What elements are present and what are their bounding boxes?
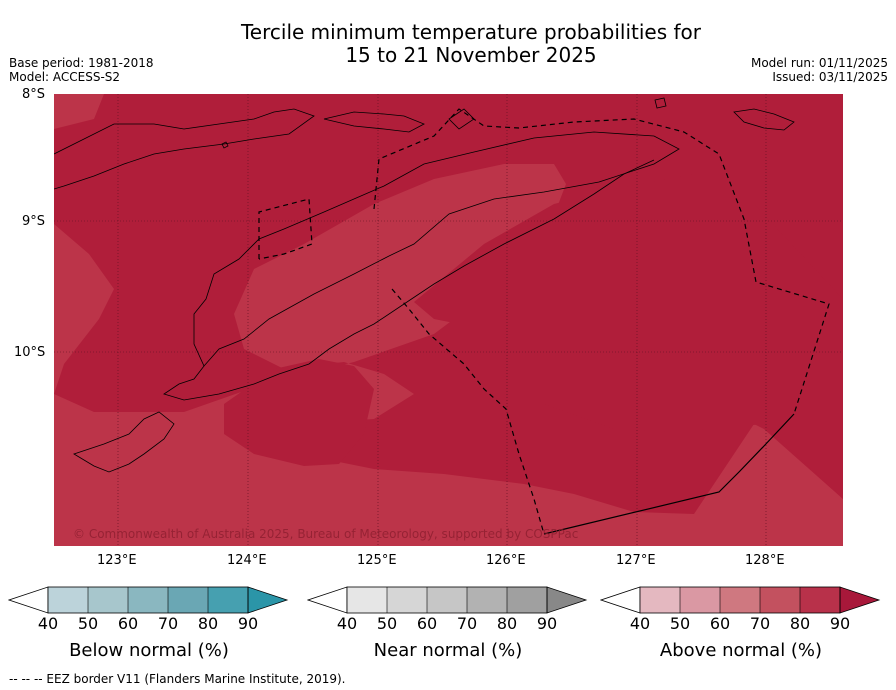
chart-title-line2: 15 to 21 November 2025: [345, 43, 597, 67]
issued-date: Issued: 03/11/2025: [772, 70, 888, 84]
cb-below-70-80: [168, 587, 208, 613]
cb-near-tick-60: 60: [416, 614, 438, 633]
colorbar-near-normal: [307, 586, 589, 616]
lon-label-123e: 123°E: [97, 553, 137, 568]
model-name: Model: ACCESS-S2: [9, 70, 121, 84]
cb-below-tick-60: 60: [117, 614, 139, 633]
cb-below-40-50: [48, 587, 88, 613]
colorbar-near-svg: [307, 586, 588, 614]
cb-below-lower-arrow: [8, 586, 49, 614]
copyright-notice: © Commonwealth of Australia 2025, Bureau…: [73, 527, 579, 541]
cb-near-lower-arrow: [307, 586, 348, 614]
cb-near-60-70: [427, 587, 467, 613]
above-normal-80-region-north: [54, 94, 104, 129]
cb-near-40-50: [347, 587, 387, 613]
cb-above-50-60: [680, 587, 720, 613]
lon-label-126e: 126°E: [486, 553, 526, 568]
base-period: Base period: 1981-2018: [9, 56, 154, 70]
above-normal-90-core-east: [414, 174, 843, 499]
lat-label-9s: 9°S: [22, 214, 46, 229]
cb-above-tick-40: 40: [629, 614, 651, 633]
cb-above-lower-arrow: [600, 586, 641, 614]
cb-near-tick-70: 70: [456, 614, 478, 633]
coastlines: [54, 97, 795, 473]
cb-above-tick-90: 90: [829, 614, 851, 633]
timor-coast-north: [193, 131, 680, 367]
cb-below-60-70: [128, 587, 168, 613]
colorbar-above-normal: [600, 586, 882, 616]
lon-label-124e: 124°E: [227, 553, 267, 568]
lat-label-8s: 8°S: [22, 87, 46, 102]
cb-above-tick-50: 50: [669, 614, 691, 633]
cb-above-tick-60: 60: [709, 614, 731, 633]
small-island-west: [221, 141, 229, 149]
cb-above-40-50: [640, 587, 680, 613]
cb-near-tick-40: 40: [336, 614, 358, 633]
cb-below-tick-90: 90: [237, 614, 259, 633]
above-normal-90-core-south: [224, 359, 374, 466]
map-panel: © Commonwealth of Australia 2025, Bureau…: [54, 94, 843, 546]
lat-label-10s: 10°S: [14, 345, 46, 360]
flores-island: [54, 108, 315, 190]
eez-footnote: -- -- -- EEZ border V11 (Flanders Marine…: [9, 672, 346, 686]
cb-above-label: Above normal (%): [659, 640, 823, 661]
cb-near-70-80: [467, 587, 507, 613]
cb-above-tick-80: 80: [789, 614, 811, 633]
cb-above-80-90: [800, 587, 840, 613]
cb-below-tick-50: 50: [77, 614, 99, 633]
colorbar-above-svg: [600, 586, 881, 614]
cb-above-70-80: [760, 587, 800, 613]
rote-island: [73, 411, 175, 473]
map-svg: [54, 94, 843, 546]
cb-below-tick-70: 70: [157, 614, 179, 633]
cb-near-tick-50: 50: [376, 614, 398, 633]
lon-label-125e: 125°E: [357, 553, 397, 568]
cb-near-50-60: [387, 587, 427, 613]
timor-coast-south: [163, 159, 655, 401]
chart-title-line1: Tercile minimum temperature probabilitie…: [240, 20, 702, 44]
colorbar-below-svg: [8, 586, 289, 614]
colorbar-below-normal: [8, 586, 290, 616]
cb-above-60-70: [720, 587, 760, 613]
lon-label-128e: 128°E: [745, 553, 785, 568]
cb-near-label: Near normal (%): [373, 640, 523, 661]
lon-label-127e: 127°E: [616, 553, 656, 568]
above-normal-80-region-west: [54, 224, 114, 394]
cb-above-upper-arrow: [839, 586, 881, 614]
cb-near-tick-90: 90: [536, 614, 558, 633]
cb-near-80-90: [507, 587, 547, 613]
cb-below-80-90: [208, 587, 248, 613]
alor-island: [323, 111, 425, 133]
cb-below-tick-80: 80: [197, 614, 219, 633]
model-run: Model run: 01/11/2025: [750, 56, 888, 70]
kisar-island: [654, 97, 667, 109]
cb-near-tick-80: 80: [496, 614, 518, 633]
cb-below-label: Below normal (%): [69, 640, 229, 661]
cb-below-tick-40: 40: [37, 614, 59, 633]
eez-border-solid: [543, 413, 795, 535]
cb-below-upper-arrow: [247, 586, 289, 614]
cb-near-upper-arrow: [546, 586, 588, 614]
eez-border: [258, 108, 830, 535]
leti-island: [733, 108, 795, 131]
cb-above-tick-70: 70: [749, 614, 771, 633]
cb-below-50-60: [88, 587, 128, 613]
